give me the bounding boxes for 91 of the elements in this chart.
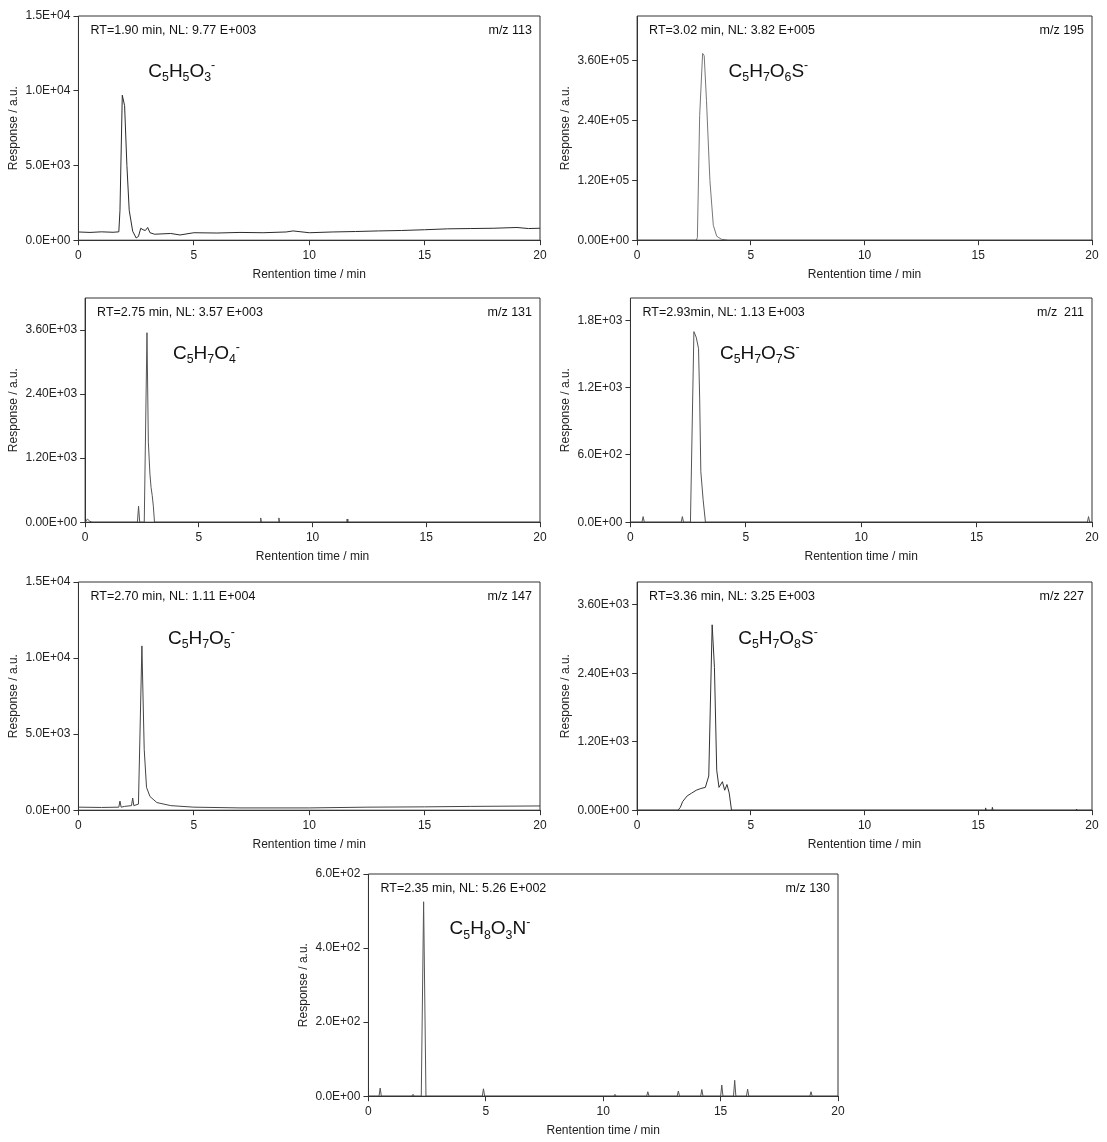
x-tick-label: 10 <box>302 817 317 832</box>
annotation: m/z 147 <box>487 589 533 603</box>
x-axis-title: Rentention time / min <box>546 1123 660 1138</box>
x-tick-label: 10 <box>857 247 872 262</box>
x-tick-label: 20 <box>533 247 547 262</box>
y-tick-label: 6.0E+02 <box>577 447 623 462</box>
x-tick-label: 15 <box>713 1103 728 1118</box>
x-axis-title: Rentention time / min <box>255 549 370 564</box>
x-tick-label: 15 <box>971 247 986 262</box>
x-tick-label: 0 <box>75 817 83 832</box>
x-tick-label: 10 <box>596 1103 611 1118</box>
y-tick-label: 6.0E+02 <box>315 866 361 881</box>
annotation: m/z 130 <box>785 881 831 895</box>
annotation: m/z 211 <box>1036 305 1085 319</box>
y-axis-title: Response / a.u. <box>5 86 20 171</box>
x-tick-label: 15 <box>417 817 432 832</box>
y-tick-label: 5.0E+03 <box>25 726 71 741</box>
annotation: m/z 113 <box>488 23 533 37</box>
x-axis-title: Rentention time / min <box>807 267 922 282</box>
x-tick-label: 10 <box>305 529 320 544</box>
x-tick-label: 0 <box>627 529 635 544</box>
x-tick-label: 10 <box>854 529 869 544</box>
y-tick-label: 2.40E+03 <box>577 665 630 680</box>
x-tick-label: 20 <box>533 529 547 544</box>
y-tick-label: 3.60E+05 <box>577 53 630 68</box>
x-tick-label: 15 <box>417 247 432 262</box>
y-axis-title: Response / a.u. <box>557 368 572 453</box>
y-tick-label: 5.0E+03 <box>25 157 71 172</box>
x-tick-label: 0 <box>365 1103 373 1118</box>
x-tick-label: 5 <box>190 247 198 262</box>
annotation: m/z 227 <box>1039 589 1085 603</box>
x-tick-label: 0 <box>75 247 83 262</box>
y-axis-title: Response / a.u. <box>557 654 572 739</box>
annotation: RT=1.90 min, NL: 9.77 E+003 <box>90 23 257 37</box>
y-tick-label: 2.40E+05 <box>577 112 630 127</box>
y-tick-label: 0.00E+00 <box>577 802 630 817</box>
x-tick-label: 0 <box>81 529 89 544</box>
y-axis-title: Response / a.u. <box>295 943 310 1028</box>
x-tick-label: 5 <box>747 817 755 832</box>
y-tick-label: 0.00E+00 <box>25 514 78 529</box>
y-tick-label: 0.0E+00 <box>25 232 71 247</box>
y-axis-title: Response / a.u. <box>5 654 20 739</box>
x-tick-label: 10 <box>857 817 872 832</box>
y-axis-title: Response / a.u. <box>557 86 572 171</box>
x-tick-label: 15 <box>971 817 986 832</box>
y-tick-label: 1.0E+04 <box>25 83 71 98</box>
x-tick-label: 0 <box>633 247 641 262</box>
y-tick-label: 0.0E+00 <box>577 514 623 529</box>
y-tick-label: 0.00E+00 <box>577 232 630 247</box>
y-tick-label: 1.0E+04 <box>25 650 71 665</box>
x-tick-label: 15 <box>419 529 434 544</box>
y-tick-label: 3.60E+03 <box>577 597 630 612</box>
x-tick-label: 5 <box>747 247 755 262</box>
x-tick-label: 20 <box>533 817 547 832</box>
y-tick-label: 0.0E+00 <box>315 1088 361 1103</box>
annotation: RT=2.75 min, NL: 3.57 E+003 <box>97 305 264 319</box>
x-tick-label: 5 <box>195 529 203 544</box>
x-tick-label: 20 <box>1085 247 1099 262</box>
y-tick-label: 4.0E+02 <box>315 940 361 955</box>
y-tick-label: 0.0E+00 <box>25 802 71 817</box>
x-tick-label: 5 <box>190 817 198 832</box>
annotation: m/z 131 <box>487 305 533 319</box>
annotation: RT=2.93min, NL: 1.13 E+003 <box>642 305 805 319</box>
y-tick-label: 1.20E+03 <box>25 450 78 465</box>
y-tick-label: 1.5E+04 <box>25 8 71 23</box>
x-axis-title: Rentention time / min <box>252 267 366 282</box>
y-tick-label: 1.20E+05 <box>577 172 630 187</box>
annotation: m/z 195 <box>1039 23 1085 37</box>
x-tick-label: 20 <box>831 1103 845 1118</box>
y-tick-label: 1.8E+03 <box>577 312 623 327</box>
y-tick-label: 1.5E+04 <box>25 574 71 589</box>
x-tick-label: 15 <box>969 529 984 544</box>
y-tick-label: 2.0E+02 <box>315 1014 361 1029</box>
x-tick-label: 5 <box>482 1103 490 1118</box>
y-tick-label: 1.20E+03 <box>577 734 630 749</box>
y-tick-label: 3.60E+03 <box>25 322 78 337</box>
x-tick-label: 20 <box>1085 817 1099 832</box>
x-tick-label: 5 <box>742 529 750 544</box>
y-axis-title: Response / a.u. <box>5 368 20 453</box>
annotation: RT=3.02 min, NL: 3.82 E+005 <box>649 23 816 37</box>
x-axis-title: Rentention time / min <box>804 549 918 564</box>
annotation: RT=3.36 min, NL: 3.25 E+003 <box>649 589 816 603</box>
y-tick-label: 2.40E+03 <box>25 386 78 401</box>
x-axis-title: Rentention time / min <box>807 837 922 852</box>
x-axis-title: Rentention time / min <box>252 837 366 852</box>
x-tick-label: 10 <box>302 247 317 262</box>
x-tick-label: 20 <box>1085 529 1099 544</box>
annotation: RT=2.70 min, NL: 1.11 E+004 <box>90 589 256 603</box>
y-tick-label: 1.2E+03 <box>577 379 623 394</box>
annotation: RT=2.35 min, NL: 5.26 E+002 <box>380 881 547 895</box>
x-tick-label: 0 <box>633 817 641 832</box>
